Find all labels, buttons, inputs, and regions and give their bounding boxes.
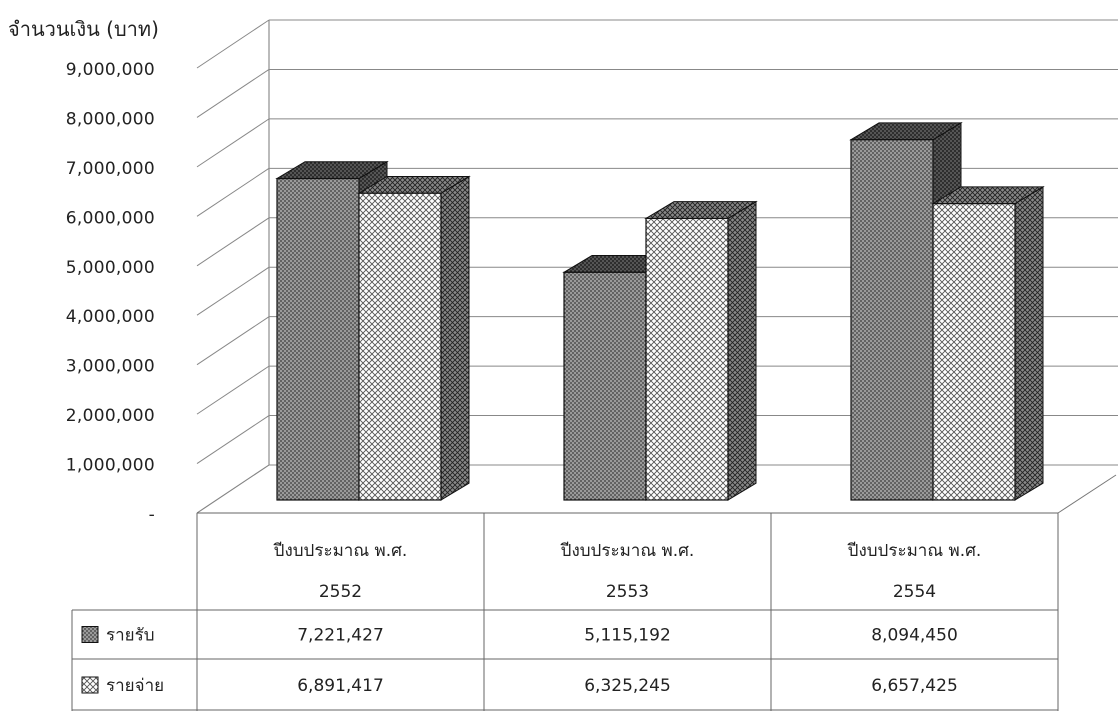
y-tick-label: 2,000,000 — [66, 406, 155, 426]
bar-front-face — [850, 139, 934, 501]
gridline-diagonal — [196, 365, 270, 415]
y-tick-label: 8,000,000 — [66, 109, 155, 129]
bar-front-face — [563, 271, 647, 501]
x-tick-label: ปีงบประมาณ พ.ศ. — [560, 541, 695, 561]
y-tick-label: 4,000,000 — [66, 307, 155, 327]
bar-front-face — [276, 177, 360, 501]
x-tick-label-year: 2553 — [606, 582, 649, 602]
y-tick-label: 9,000,000 — [66, 60, 155, 80]
bar-side-face — [727, 200, 757, 501]
data-label: 5,115,192 — [584, 626, 671, 646]
y-tick-label: 3,000,000 — [66, 357, 155, 377]
y-tick-label: 7,000,000 — [66, 159, 155, 179]
bar-front-face — [358, 192, 442, 501]
gridline-diagonal — [196, 167, 270, 217]
y-tick-label: - — [149, 505, 155, 525]
y-tick-label: 1,000,000 — [66, 456, 155, 476]
y-tick-label: 6,000,000 — [66, 208, 155, 228]
gridline-diagonal — [196, 316, 270, 366]
gridline-diagonal — [196, 118, 270, 168]
gridline-diagonal — [196, 415, 270, 464]
bars — [275, 122, 1045, 501]
legend-label-expense: รายจ่าย — [106, 676, 164, 696]
gridline-diagonal — [196, 266, 270, 316]
bar-side-face — [1014, 185, 1044, 501]
legend-label-income: รายรับ — [106, 626, 155, 646]
y-axis-tick-labels: - 1,000,000 2,000,000 3,000,000 4,000,000 5,0… — [66, 60, 155, 525]
bar-side-face — [440, 175, 470, 501]
gridline-diagonal — [196, 217, 270, 267]
data-label: 6,657,425 — [871, 676, 958, 696]
bar-front-face — [932, 203, 1016, 501]
x-tick-label-year: 2554 — [893, 582, 936, 602]
bar-expense-2554 — [931, 185, 1045, 501]
y-axis-title: จำนวนเงิน (บาท) — [8, 17, 159, 41]
floor-right-edge — [1057, 474, 1117, 514]
gridline-diagonal — [196, 19, 270, 69]
legend-key-expense — [81, 676, 99, 694]
x-tick-label: ปีงบประมาณ พ.ศ. — [847, 541, 982, 561]
x-tick-label-year: 2552 — [319, 582, 362, 602]
x-tick-label: ปีงบประมาณ พ.ศ. — [273, 541, 408, 561]
bar-front-face — [645, 217, 729, 501]
data-label: 6,891,417 — [297, 676, 384, 696]
data-label: 6,325,245 — [584, 676, 671, 696]
data-table: ปีงบประมาณ พ.ศ. 2552 ปีงบประมาณ พ.ศ. 2553 ปี… — [71, 512, 1059, 711]
legend-key-income — [81, 626, 99, 643]
data-label: 7,221,427 — [297, 626, 384, 646]
gridline-diagonal — [196, 464, 270, 514]
gridline-diagonal — [196, 69, 270, 118]
bar-expense-2553 — [644, 200, 758, 501]
data-label: 8,094,450 — [871, 626, 958, 646]
bar-expense-2552 — [357, 175, 471, 501]
y-tick-label: 5,000,000 — [66, 258, 155, 278]
